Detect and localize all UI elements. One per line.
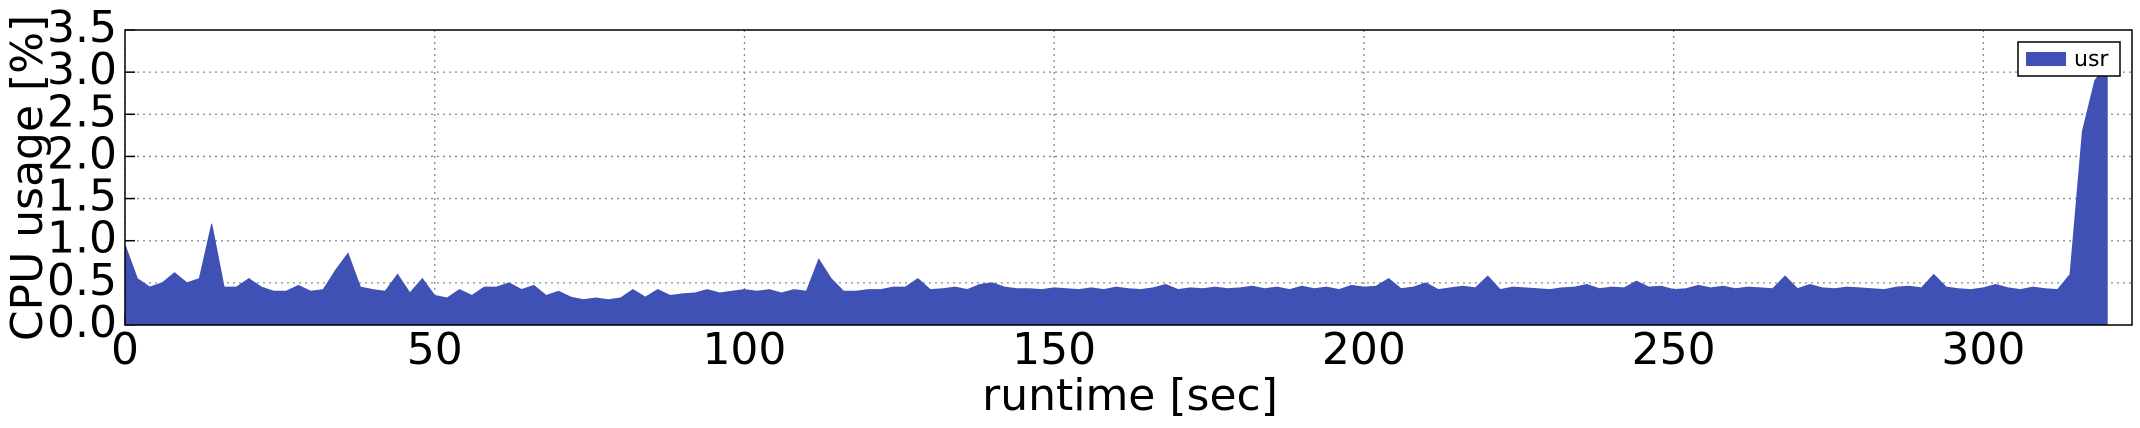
x-tick-label: 250 [1632, 324, 1716, 375]
y-tick-label: 3.0 [47, 44, 117, 95]
plot-frame [124, 29, 2133, 326]
x-tick-label: 100 [702, 324, 786, 375]
x-tick-label: 300 [1941, 324, 2025, 375]
x-tick-label: 50 [407, 324, 463, 375]
y-tick-label: 0.5 [47, 255, 117, 306]
legend-box [2017, 41, 2121, 77]
y-tick-label: 0.0 [47, 297, 117, 348]
y-tick-label: 1.0 [47, 213, 117, 264]
x-tick-label: 0 [111, 324, 139, 375]
area [124, 62, 2108, 326]
y-axis-label: CPU usage [%] [2, 15, 53, 341]
x-axis-label: runtime [sec] [982, 370, 1278, 421]
y-tick-label: 2.5 [47, 86, 117, 137]
y-tick-label: 2.0 [47, 128, 117, 179]
y-tick-label: 1.5 [47, 171, 117, 222]
x-tick-label: 150 [1012, 324, 1096, 375]
legend-swatch [2026, 52, 2066, 66]
x-tick-label: 200 [1322, 324, 1406, 375]
legend-label: usr [2074, 47, 2109, 72]
y-tick-label: 3.5 [47, 2, 117, 53]
